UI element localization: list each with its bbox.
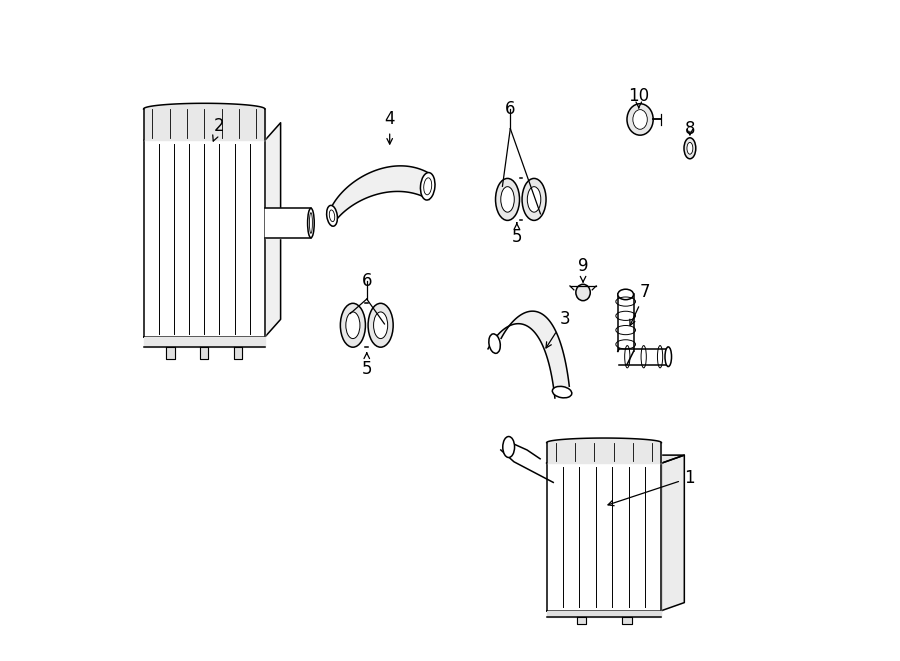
Ellipse shape <box>633 110 647 130</box>
Ellipse shape <box>346 312 360 338</box>
Polygon shape <box>200 347 209 359</box>
Polygon shape <box>332 166 429 225</box>
Text: 8: 8 <box>685 120 695 137</box>
Ellipse shape <box>327 206 338 226</box>
Ellipse shape <box>489 334 500 354</box>
Polygon shape <box>144 337 265 347</box>
Polygon shape <box>265 123 281 337</box>
Polygon shape <box>546 611 662 617</box>
Text: 6: 6 <box>362 272 372 290</box>
Ellipse shape <box>553 387 572 398</box>
Polygon shape <box>623 617 632 624</box>
Ellipse shape <box>374 312 388 338</box>
Polygon shape <box>488 311 570 398</box>
Text: 5: 5 <box>362 353 372 377</box>
Polygon shape <box>546 443 662 463</box>
Polygon shape <box>577 617 586 624</box>
Ellipse shape <box>340 303 365 347</box>
Ellipse shape <box>627 104 653 136</box>
Text: 3: 3 <box>546 310 570 348</box>
Polygon shape <box>546 455 684 463</box>
Ellipse shape <box>617 290 634 299</box>
Ellipse shape <box>687 142 693 154</box>
Polygon shape <box>166 347 175 359</box>
Ellipse shape <box>527 186 541 212</box>
Ellipse shape <box>496 178 519 220</box>
Polygon shape <box>546 463 662 611</box>
Text: 2: 2 <box>212 117 225 141</box>
Polygon shape <box>234 347 242 359</box>
Text: 5: 5 <box>511 223 522 247</box>
Ellipse shape <box>503 436 515 457</box>
Ellipse shape <box>684 137 696 159</box>
Ellipse shape <box>308 208 314 238</box>
Ellipse shape <box>420 173 435 200</box>
Polygon shape <box>265 208 310 238</box>
Ellipse shape <box>500 186 514 212</box>
Polygon shape <box>144 140 265 337</box>
Ellipse shape <box>665 347 671 367</box>
Polygon shape <box>144 109 265 140</box>
Text: 10: 10 <box>628 87 649 108</box>
Text: 6: 6 <box>505 100 516 118</box>
Text: 1: 1 <box>608 469 695 506</box>
Text: 7: 7 <box>630 284 651 325</box>
Text: 4: 4 <box>384 110 395 144</box>
Polygon shape <box>662 455 684 611</box>
Ellipse shape <box>368 303 393 347</box>
Ellipse shape <box>576 284 590 301</box>
Ellipse shape <box>522 178 546 220</box>
Text: 9: 9 <box>578 257 589 282</box>
